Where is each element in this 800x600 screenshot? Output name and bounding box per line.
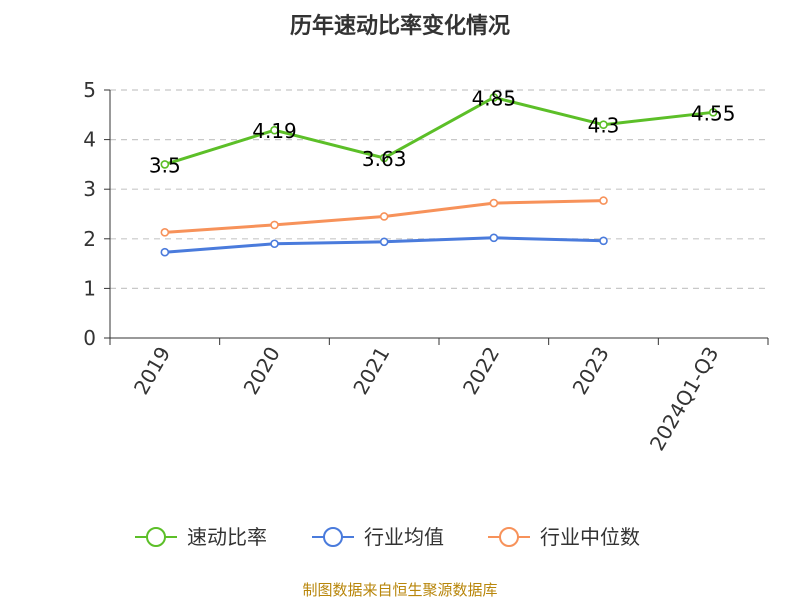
series-2-point-1 <box>270 220 279 230</box>
y-tick-label-1: 1 <box>83 276 96 300</box>
legend-label-0: 速动比率 <box>187 525 267 549</box>
legend-item-1[interactable]: 行业均值 <box>312 525 444 549</box>
series-layer <box>160 93 718 257</box>
data-label-0-2: 3.63 <box>362 147 407 171</box>
x-tick-label-4: 2023 <box>568 343 614 399</box>
series-2-point-4 <box>599 196 608 205</box>
grid-lines <box>110 89 768 289</box>
series-0-point-1 <box>270 125 279 135</box>
data-label-0-1: 4.19 <box>252 119 297 143</box>
series-0-point-2 <box>379 153 389 163</box>
legend-item-0[interactable]: 速动比率 <box>135 525 267 549</box>
series-2-point-3 <box>489 198 499 208</box>
y-tick-label-2: 2 <box>83 227 96 251</box>
y-tick-label-4: 4 <box>83 128 96 152</box>
y-tick-label-0: 0 <box>83 326 96 350</box>
y-tick-label-3: 3 <box>83 177 96 201</box>
data-label-0-5: 4.55 <box>691 101 736 125</box>
legend-item-2[interactable]: 行业中位数 <box>488 525 640 549</box>
data-labels: 3.5 4.19 3.63 4.85 4.3 4.55 <box>149 86 736 177</box>
legend-label-1: 行业均值 <box>364 525 444 549</box>
series-0-point-3 <box>489 93 499 102</box>
series-1-point-0 <box>160 247 170 257</box>
series-1-point-4 <box>599 236 608 246</box>
legend-marker-1 <box>323 527 343 547</box>
series-1-point-2 <box>379 237 389 247</box>
x-tick-label-1: 2020 <box>239 343 285 399</box>
data-label-0-4: 4.3 <box>588 114 620 138</box>
x-tick-label-3: 2022 <box>458 343 504 399</box>
series-0-point-5 <box>708 108 718 117</box>
x-tick-label-2: 2021 <box>348 343 394 399</box>
legend-marker-2 <box>499 527 519 547</box>
series-0-point-0 <box>160 160 170 169</box>
series-1-point-3 <box>489 233 499 243</box>
data-label-0-3: 4.85 <box>472 86 517 110</box>
y-tick-label-5: 5 <box>83 78 96 102</box>
series-1-point-1 <box>270 239 279 249</box>
source-note: 制图数据来自恒生聚源数据库 <box>302 581 497 599</box>
series-0-point-4 <box>599 120 608 130</box>
series-line-0 <box>164 95 714 166</box>
series-2-point-0 <box>160 228 170 237</box>
legend-label-2: 行业中位数 <box>540 525 640 549</box>
legend: 速动比率 行业均值 行业中位数 <box>135 525 640 549</box>
x-tick-label-5: 2024Q1-Q3 <box>645 343 724 455</box>
x-tick-label-0: 2019 <box>129 343 175 399</box>
series-2-point-2 <box>379 212 389 221</box>
data-label-0-0: 3.5 <box>149 153 181 177</box>
legend-marker-0 <box>146 527 166 547</box>
chart-title: 历年速动比率变化情况 <box>290 13 510 39</box>
